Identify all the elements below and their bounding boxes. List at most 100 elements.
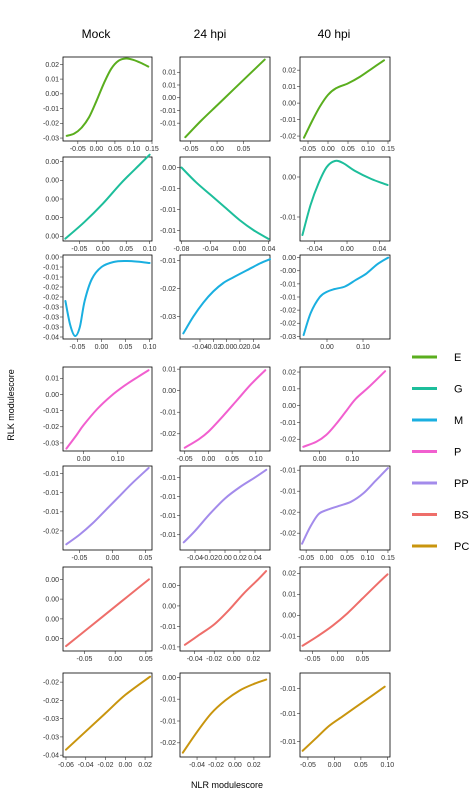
panel-m-1: -0.04 -0.03 -0.03 -0.03 -0.02 -0.02 -0.01 -0.01… [43,254,156,351]
legend-item-p: P [412,447,461,459]
panel-frame [62,56,153,142]
panel-pp-3: -0.02 -0.02 -0.01 -0.01 -0.05 0.00 0.05 0.10 0.1… [280,465,395,562]
y-tick-label: -0.01 [160,186,176,193]
x-tick-label: 0.00 [227,656,241,663]
x-tick-label: 0.00 [106,555,120,562]
x-tick-label: -0.05 [69,344,85,351]
x-tick-label: 0.00 [218,555,232,562]
y-tick-label: -0.01 [280,214,296,221]
x-tick-label: 0.00 [108,656,122,663]
y-tick-label: -0.01 [280,294,296,301]
x-tick-label: 0.00 [202,456,216,463]
y-tick-label: -0.01 [160,494,176,501]
series-line-e [303,59,385,139]
x-tick-label: 0.15 [145,146,159,153]
column-title-24hpi: 24 hpi [194,27,227,41]
x-tick-label: 0.10 [361,555,375,562]
y-tick-label: -0.02 [280,510,296,517]
y-tick-label: -0.01 [160,624,176,631]
y-tick-label: 0.01 [282,386,296,393]
y-tick-label: -0.01 [160,644,176,651]
legend-label: BS [454,510,469,522]
x-tick-label: -0.05 [71,246,87,253]
x-tick-label: 0.10 [143,344,157,351]
x-tick-label: 0.00 [321,146,335,153]
y-tick-label: 0.00 [45,577,59,584]
y-tick-label: -0.02 [280,308,296,315]
x-tick-label: 0.10 [381,762,395,769]
panel-frame [299,465,391,551]
y-tick-label: -0.03 [160,314,176,321]
y-tick-label: -0.03 [280,334,296,341]
x-tick-label: -0.05 [177,456,193,463]
y-tick-label: 0.00 [162,603,176,610]
series-line-pc [181,678,268,754]
y-tick-label: 0.00 [162,95,176,102]
panel-m-2: -0.03-0.02-0.01-0.04-0.020.00 0.02 0.04 [160,254,271,351]
panel-p-2: -0.02 -0.01 0.00 0.01 -0.05 0.00 0.05 0.10 [160,367,271,463]
y-tick-label: -0.03 [43,716,59,723]
x-tick-label: 0.05 [354,762,368,769]
panel-pp-1: -0.02 -0.01 -0.01 -0.01 -0.05 0.00 0.05 [43,465,153,562]
x-tick-label: -0.02 [202,555,218,562]
y-tick-label: 0.00 [45,597,59,604]
y-tick-label: 0.00 [45,392,59,399]
y-tick-label: -0.02 [43,424,59,431]
x-tick-label: -0.05 [300,146,316,153]
x-tick-label: 0.02 [233,344,247,351]
x-tick-label: 0.10 [249,456,263,463]
x-tick-label: 0.04 [262,246,276,253]
panel-e-1: -0.03 -0.02 -0.01 0.00 0.01 0.02 -0.05 0.00 0.05… [43,56,159,153]
x-tick-label: 0.02 [247,656,261,663]
panel-pc-1: -0.04 -0.03 -0.03 -0.02 -0.02 -0.06 -0.04 -0.02… [43,672,153,769]
x-tick-label: 0.10 [111,456,125,463]
y-tick-label: -0.02 [43,528,59,535]
legend-label: PC [454,541,469,553]
y-tick-label: -0.01 [43,509,59,516]
panel-g-2: -0.01 -0.01 -0.01 0.00 -0.08 -0.04 0.00 0.04 [160,156,276,253]
panel-frame [179,156,271,242]
y-tick-label: -0.02 [43,698,59,705]
y-tick-label: 0.00 [282,613,296,620]
series-line-g [64,153,151,240]
legend-item-e: E [412,352,461,364]
y-tick-label: 0.00 [45,636,59,643]
y-tick-label: -0.01 [160,475,176,482]
y-tick-label: 0.00 [282,255,296,262]
x-tick-label: -0.02 [208,762,224,769]
y-tick-label: 0.00 [282,403,296,410]
panel-m-3: -0.03 -0.02 -0.02 -0.01 -0.01 -0.00 0.00 0.00 0.… [280,254,391,351]
y-tick-label: -0.01 [43,408,59,415]
y-tick-label: 0.02 [282,68,296,75]
panel-frame [179,672,271,758]
panel-frame [299,156,391,242]
y-tick-label: -0.00 [280,268,296,275]
column-title-mock: Mock [82,27,112,41]
panel-pc-2: -0.02-0.01-0.010.00-0.04 -0.02 0.00 0.02 [160,672,271,769]
x-tick-label: 0.05 [356,656,370,663]
y-tick-label: 0.00 [162,388,176,395]
y-tick-label: -0.01 [160,121,176,128]
series-line-g [301,159,389,236]
column-title-40hpi: 40 hpi [318,27,351,41]
x-tick-label: 0.10 [127,146,141,153]
y-tick-label: 0.00 [45,254,59,261]
legend-item-bs: BS [412,510,469,522]
x-tick-label: 0.05 [119,246,133,253]
x-tick-label: 0.05 [139,656,153,663]
y-tick-label: 0.00 [45,178,59,185]
legend-label: P [454,447,461,459]
x-tick-label: -0.05 [300,762,316,769]
x-tick-label: 0.05 [237,146,251,153]
y-tick-label: -0.03 [43,314,59,321]
series-line-pp [182,468,268,544]
y-tick-label: -0.04 [43,334,59,341]
series-line-bs [183,570,268,646]
x-tick-label: 0.02 [247,762,261,769]
y-tick-label: -0.01 [160,108,176,115]
x-tick-label: 0.04 [247,344,261,351]
series-line-m [182,258,271,335]
legend-label: PP [454,478,469,490]
y-tick-label: -0.02 [280,321,296,328]
x-tick-label: -0.05 [70,146,86,153]
